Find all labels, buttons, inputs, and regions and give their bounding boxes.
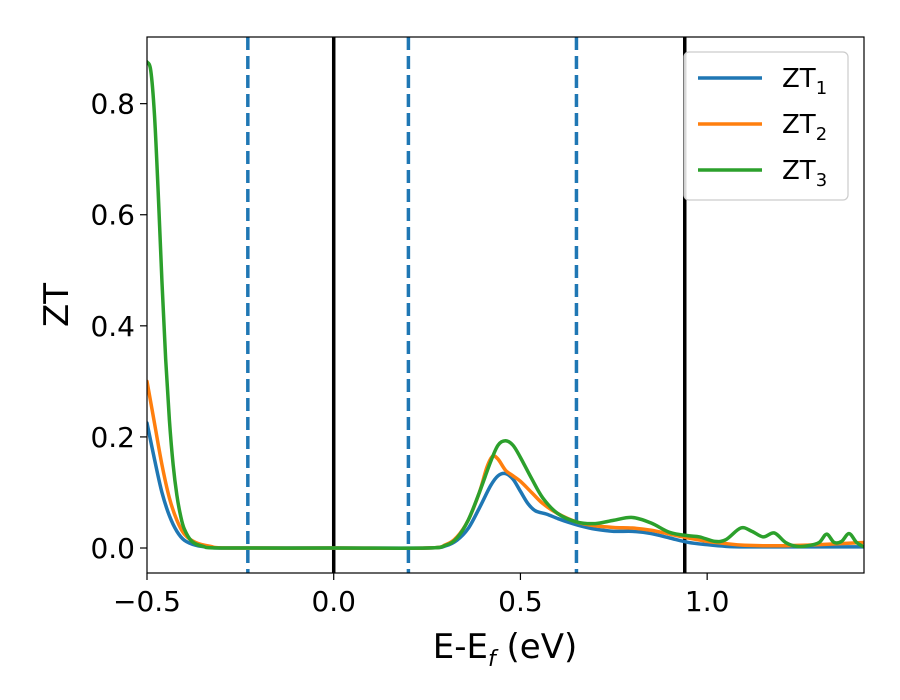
plot-frame <box>146 36 865 574</box>
y-tick-label: 0.2 <box>90 421 135 454</box>
y-tick-label: 0.8 <box>90 88 135 121</box>
y-axis-ticks: 0.0 0.2 0.4 0.6 0.8 <box>90 88 147 565</box>
x-tick-label: 0.5 <box>498 585 543 618</box>
x-axis-label: E-Ef (eV) <box>433 627 578 672</box>
legend-label-zt2: ZT2 <box>782 110 827 145</box>
series-lines <box>147 60 864 551</box>
y-tick-label: 0.4 <box>90 310 135 343</box>
legend: ZT1 ZT2 ZT3 <box>683 51 849 201</box>
legend-label-zt1: ZT1 <box>782 64 827 99</box>
x-tick-label: −0.5 <box>113 585 181 618</box>
x-tick-label: 1.0 <box>685 585 730 618</box>
x-axis-ticks: −0.5 0.0 0.5 1.0 <box>113 573 729 618</box>
y-tick-label: 0.6 <box>90 199 135 232</box>
series-line-zt3 <box>147 60 864 550</box>
legend-frame <box>683 51 849 201</box>
y-tick-label: 0.0 <box>90 532 135 565</box>
y-axis-label: ZT <box>37 283 77 327</box>
legend-label-zt3: ZT3 <box>782 156 827 191</box>
x-tick-label: 0.0 <box>311 585 356 618</box>
